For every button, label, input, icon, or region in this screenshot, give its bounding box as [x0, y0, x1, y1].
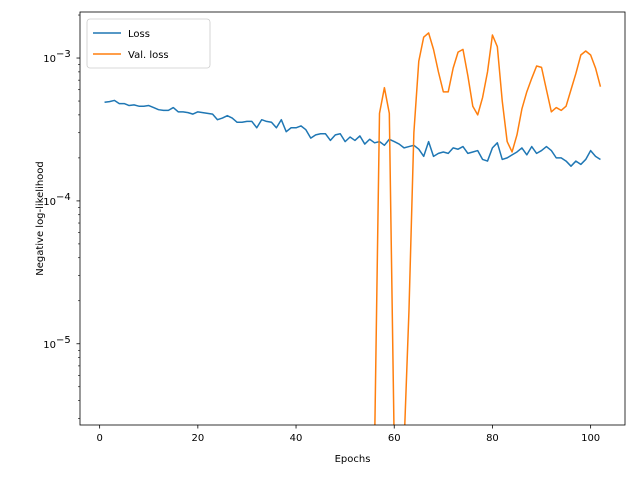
y-axis-label: Negative log-likelihood	[35, 161, 46, 276]
x-tick-label: 60	[388, 433, 401, 444]
y-tick-label: 10	[43, 197, 56, 208]
x-tick-label: 0	[96, 433, 102, 444]
plot-area	[79, 11, 626, 426]
x-tick-label: 100	[581, 433, 600, 444]
series-layer	[104, 32, 602, 425]
y-tick-label: 10	[43, 340, 56, 351]
y-tick-exponent: −3	[56, 49, 71, 60]
legend-label: Loss	[128, 29, 150, 40]
y-tick-exponent: −5	[56, 335, 71, 346]
x-tick-label: 40	[290, 433, 303, 444]
y-tick-label: 10	[43, 54, 56, 65]
legend: Loss Val. loss	[86, 18, 211, 69]
series-line-loss	[104, 99, 601, 167]
x-axis-label: Epochs	[335, 454, 371, 465]
x-tick-label: 20	[191, 433, 204, 444]
x-tick-label: 80	[486, 433, 499, 444]
x-axis-ticks: 0 20 40 60 80 100	[96, 425, 600, 444]
plot-frame	[79, 11, 626, 426]
y-axis-ticks: 10−510−410−3	[43, 14, 80, 419]
legend-box	[86, 18, 211, 69]
y-tick-exponent: −4	[56, 192, 71, 203]
legend-label: Val. loss	[128, 50, 169, 61]
series-line-val-loss	[374, 32, 602, 425]
